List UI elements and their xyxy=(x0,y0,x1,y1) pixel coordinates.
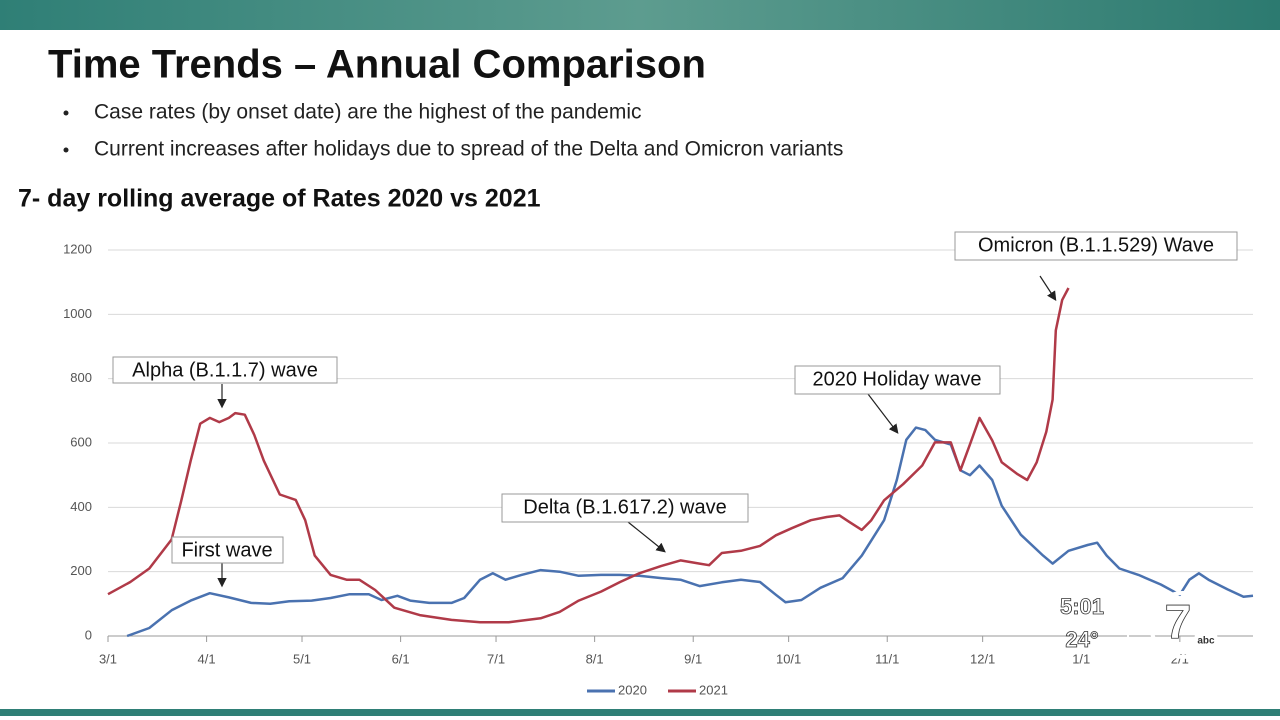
x-tick-label: 1/1 xyxy=(1072,651,1090,666)
top-bar xyxy=(0,0,1280,30)
annotation: Delta (B.1.617.2) wave xyxy=(523,496,726,518)
annotation-box xyxy=(112,356,338,384)
legend-label: 2021 xyxy=(699,682,728,697)
bottom-bar xyxy=(0,709,1280,716)
arrow xyxy=(867,393,899,434)
annotation: Omicron (B.1.1.529) Wave xyxy=(978,234,1214,256)
annotation: Alpha (B.1.1.7) wave xyxy=(132,359,318,381)
legend: 2020 2021 xyxy=(587,682,728,697)
bullet-dot xyxy=(63,147,69,153)
x-tick-label: 4/1 xyxy=(198,651,216,666)
y-tick-label: 800 xyxy=(70,370,92,385)
x-tick-label: 12/1 xyxy=(970,651,995,666)
logo-badge xyxy=(1194,628,1218,652)
series-line xyxy=(107,287,1070,624)
annotation-box xyxy=(954,231,1238,261)
annotation-box xyxy=(171,536,284,564)
annotation-box xyxy=(794,365,1001,395)
y-tick-label: 1000 xyxy=(63,306,92,321)
chart-title: 7- day rolling average of Rates 2020 vs … xyxy=(18,185,541,213)
annotations: Omicron (B.1.1.529) Wave Alpha (B.1.1.7)… xyxy=(112,231,1238,588)
legend-label: 2020 xyxy=(618,682,647,697)
x-tick-label: 6/1 xyxy=(392,651,410,666)
x-tick-label: 7/1 xyxy=(487,651,505,666)
annotation: First wave xyxy=(181,539,272,561)
bullet: Case rates (by onset date) are the highe… xyxy=(94,101,642,124)
temperature: 24° xyxy=(1065,627,1098,652)
x-tick-label: 9/1 xyxy=(684,651,702,666)
y-tick-label: 0 xyxy=(85,627,92,642)
y-tick-label: 200 xyxy=(70,563,92,578)
bullet-dot xyxy=(63,110,69,116)
logo-ring xyxy=(1149,591,1217,659)
x-tick-label: 8/1 xyxy=(586,651,604,666)
logo-channel: 7 xyxy=(1165,597,1192,650)
annotation: 2020 Holiday wave xyxy=(813,368,982,390)
station-bug: 5:01 24° 7 abc xyxy=(1058,591,1218,659)
series-line xyxy=(126,426,1254,638)
logo-network: abc xyxy=(1197,636,1215,647)
arrow xyxy=(627,521,666,553)
y-tick-label: 1200 xyxy=(63,241,92,256)
bullet: Current increases after holidays due to … xyxy=(94,138,843,161)
arrow xyxy=(1039,275,1057,302)
x-tick-label: 5/1 xyxy=(293,651,311,666)
x-tick-label: 11/1 xyxy=(875,651,899,666)
slide-title: Time Trends – Annual Comparison xyxy=(48,43,706,87)
x-tick-label: 10/1 xyxy=(776,651,801,666)
y-tick-label: 400 xyxy=(70,499,92,514)
x-tick-label: 3/1 xyxy=(99,651,117,666)
annotation-box xyxy=(501,493,749,523)
time: 5:01 xyxy=(1060,594,1104,619)
y-tick-label: 600 xyxy=(70,434,92,449)
